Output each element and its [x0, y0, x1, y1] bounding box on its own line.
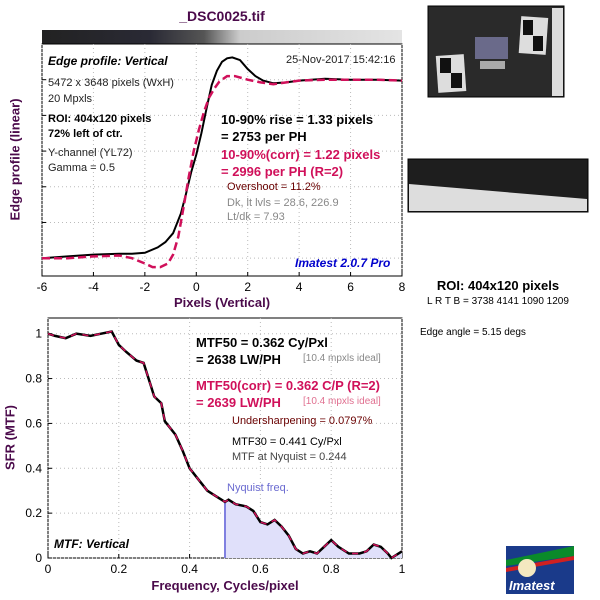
- x-tick-label: 8: [399, 280, 406, 294]
- nyquist-label: Nyquist freq.: [227, 482, 289, 494]
- mtf30: MTF30 = 0.441 Cy/Pxl: [232, 436, 342, 448]
- rise-per-ph: = 2753 per PH: [221, 129, 307, 144]
- x-tick-label: -6: [37, 280, 48, 294]
- y-tick-label: 0: [35, 551, 42, 565]
- roi-title: ROI: 404x120 pixels: [436, 278, 560, 293]
- roi-position: 72% left of ctr.: [48, 128, 123, 140]
- light-dark-ratio: Lt/dk = 7.93: [227, 211, 285, 223]
- megapixels: 20 Mpxls: [48, 93, 93, 105]
- mtf-x-label: Frequency, Cycles/pixel: [151, 578, 299, 593]
- mtf-y-label: SFR (MTF): [2, 405, 18, 470]
- nyquist-area: [225, 499, 402, 558]
- gray-level-bar: [42, 30, 402, 44]
- edge-profile-corrected-line: [42, 74, 403, 269]
- mtf-corrected-line: [47, 330, 403, 559]
- x-tick-label: 6: [347, 280, 354, 294]
- channel: Y-channel (YL72): [48, 147, 133, 159]
- mtf-heading: MTF: Vertical: [54, 537, 129, 551]
- x-tick-label: 0.2: [110, 562, 127, 576]
- y-tick-label: 0.6: [25, 416, 42, 430]
- y-tick-label: 0.8: [25, 372, 42, 386]
- x-tick-label: 2: [244, 280, 251, 294]
- rise-corr-value: 10-90%(corr) = 1.22 pixels: [221, 147, 381, 162]
- x-tick-label: 4: [296, 280, 303, 294]
- x-tick-label: 1: [399, 562, 406, 576]
- roi-size: ROI: 404x120 pixels: [48, 113, 152, 125]
- gamma: Gamma = 0.5: [48, 162, 115, 174]
- x-tick-label: 0.4: [181, 562, 198, 576]
- version-label: Imatest 2.0.7 Pro: [295, 256, 391, 270]
- roi-bounds: L R T B = 3738 4141 1090 1209: [427, 296, 569, 307]
- x-tick-label: 0: [193, 280, 200, 294]
- mtf50-corr-ideal: [10.4 mpxls ideal]: [303, 396, 381, 407]
- logo-text: Imatest: [509, 578, 555, 593]
- x-tick-label: -2: [140, 280, 151, 294]
- mtf50: MTF50 = 0.362 Cy/Pxl: [196, 335, 328, 350]
- mtf-at-nyquist: MTF at Nyquist = 0.244: [232, 451, 347, 463]
- image-size: 5472 x 3648 pixels (WxH): [48, 77, 174, 89]
- x-tick-label: 0: [45, 562, 52, 576]
- y-tick-label: 1: [35, 327, 42, 341]
- edge-heading: Edge profile: Vertical: [48, 54, 168, 68]
- mtf50-corr: MTF50(corr) = 0.362 C/P (R=2): [196, 378, 380, 393]
- rise-corr-per-ph: = 2996 per PH (R=2): [221, 164, 344, 179]
- mtf50-ideal: [10.4 mpxls ideal]: [303, 353, 381, 364]
- mtf50-lwph: = 2638 LW/PH: [196, 352, 281, 367]
- x-tick-label: -4: [88, 280, 99, 294]
- chart-title: _DSC0025.tif: [179, 8, 265, 24]
- x-tick-label: 0.6: [252, 562, 269, 576]
- imatest-logo: [506, 546, 574, 594]
- edge-y-label: Edge profile (linear): [7, 98, 23, 221]
- mtf50-corr-lwph: = 2639 LW/PH: [196, 395, 281, 410]
- rise-value: 10-90% rise = 1.33 pixels: [221, 112, 374, 127]
- timestamp: 25-Nov-2017 15:42:16: [286, 54, 396, 66]
- undersharpening: Undersharpening = 0.0797%: [232, 415, 373, 427]
- overshoot: Overshoot = 11.2%: [227, 181, 321, 193]
- y-tick-label: 0.2: [25, 506, 42, 520]
- edge-angle: Edge angle = 5.15 degs: [420, 327, 526, 338]
- y-tick-label: 0.4: [25, 461, 42, 475]
- levels: Dk, lt lvls = 28.6, 226.9: [227, 197, 339, 209]
- x-tick-label: 0.8: [323, 562, 340, 576]
- edge-x-label: Pixels (Vertical): [173, 295, 271, 310]
